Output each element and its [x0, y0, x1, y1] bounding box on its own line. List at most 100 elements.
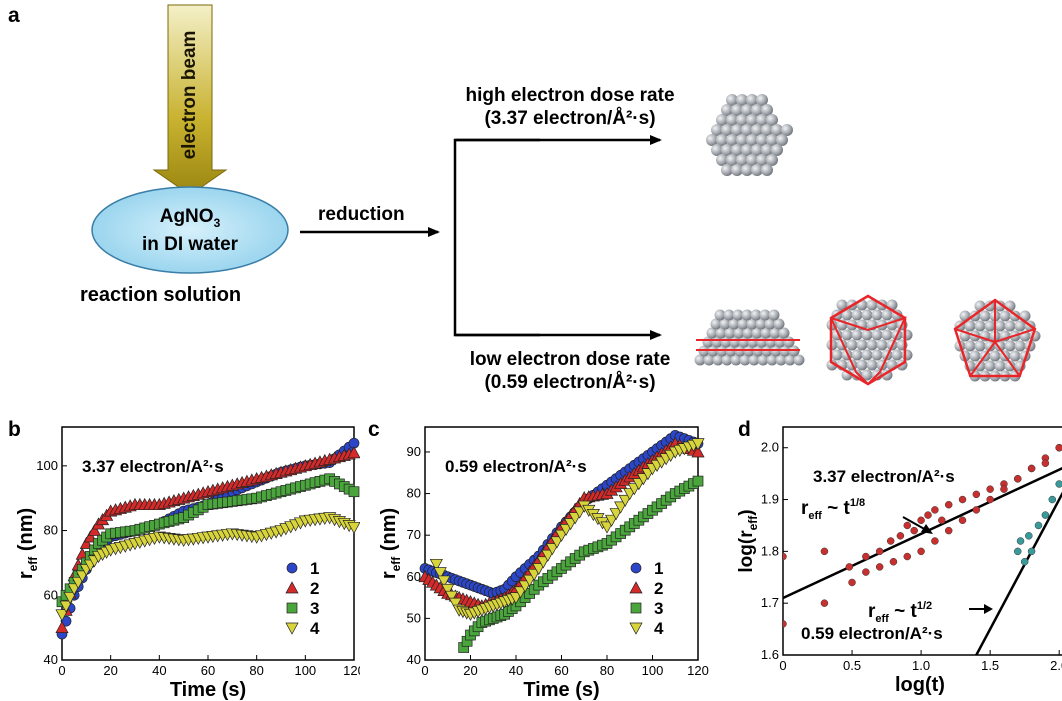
- atom: [871, 349, 883, 361]
- y-axis-label: reff (nm): [15, 508, 40, 579]
- data-point: [903, 552, 912, 561]
- x-tick-label: 100: [294, 663, 316, 678]
- atom: [751, 144, 763, 156]
- data-point: [285, 581, 299, 594]
- plot-frame: [782, 426, 1062, 656]
- atom: [901, 349, 913, 361]
- atom: [751, 327, 763, 339]
- data-point: [629, 581, 643, 594]
- atom: [761, 164, 773, 176]
- atom: [771, 144, 783, 156]
- data-point: [630, 562, 642, 574]
- data-point: [441, 583, 455, 596]
- data-point: [862, 552, 870, 561]
- atom: [728, 318, 740, 330]
- data-point: [550, 536, 564, 549]
- data-point: [917, 516, 925, 525]
- atom: [711, 124, 723, 136]
- y-axis-label-unit: (nm): [15, 508, 37, 557]
- data-point: [944, 526, 953, 535]
- solution-label: AgNO3 in DI water: [120, 206, 260, 256]
- atom: [831, 349, 843, 361]
- atom: [846, 339, 858, 351]
- legend-label: 2: [654, 579, 663, 598]
- y-tick-label: 80: [407, 486, 421, 501]
- atom: [984, 320, 996, 332]
- data-point: [783, 620, 787, 628]
- chart-d: 0 0.5 1.0 1.5 2.0 1.6 1.7 1.8 1.9 2.0 log(t) log(re…: [736, 426, 1062, 696]
- data-point: [541, 549, 555, 562]
- atom: [756, 134, 768, 146]
- atom: [856, 339, 868, 351]
- fit-label-bottom: reff ~ t1/2: [868, 600, 932, 625]
- atom: [851, 349, 863, 361]
- reduction-label: reduction: [318, 204, 405, 225]
- x-tick-label: 40: [152, 663, 166, 678]
- data-point: [958, 516, 967, 525]
- atom: [881, 329, 893, 341]
- data-point: [944, 500, 953, 509]
- data-point: [986, 485, 994, 493]
- data-point: [1020, 557, 1029, 566]
- y-tick-label: 1.8: [761, 543, 779, 558]
- data-point: [286, 602, 298, 614]
- dose-rate-annotation: 0.59 electron/A²·s: [801, 624, 943, 643]
- electron-beam-arrow: [152, 4, 228, 196]
- atom: [974, 340, 986, 352]
- panel-d-letter: d: [738, 418, 751, 441]
- data-point: [875, 547, 884, 556]
- atom: [731, 104, 743, 116]
- data-point: [903, 521, 912, 530]
- data-point: [1014, 475, 1022, 483]
- atom: [1014, 340, 1026, 352]
- atom: [712, 354, 724, 366]
- data-point: [444, 590, 459, 603]
- atom: [979, 310, 991, 322]
- atom: [841, 309, 853, 321]
- atom: [751, 124, 763, 136]
- atom: [768, 309, 780, 321]
- atom: [866, 339, 878, 351]
- data-point: [986, 495, 994, 504]
- reaction-solution-caption: reaction solution: [80, 284, 242, 306]
- atom: [741, 309, 753, 321]
- y-tick-label: 80: [44, 523, 58, 538]
- atom: [994, 300, 1006, 312]
- x-tick-label: 40: [509, 663, 523, 678]
- reaction-solution-ellipse: [91, 186, 289, 274]
- atom: [771, 124, 783, 136]
- solution-line2: in DI water: [141, 233, 239, 255]
- decahedron-edge: [954, 328, 996, 343]
- atom: [999, 310, 1011, 322]
- y-tick-label: 60: [44, 587, 58, 602]
- atom: [984, 360, 996, 372]
- atom: [861, 369, 873, 381]
- data-point: [347, 521, 360, 535]
- atom: [784, 354, 796, 366]
- high-dose-line1: high electron dose rate: [465, 85, 675, 106]
- x-tick-label: 1.5: [981, 658, 999, 673]
- decahedron-edge: [994, 328, 1036, 343]
- atom: [741, 104, 753, 116]
- data-point: [429, 558, 443, 572]
- data-point: [1027, 464, 1036, 473]
- atom: [901, 329, 913, 341]
- x-axis-label: Time (s): [170, 679, 246, 701]
- data-point: [692, 475, 704, 487]
- atom: [723, 309, 735, 321]
- x-tick-label: 20: [463, 663, 477, 678]
- atom: [826, 359, 838, 371]
- low-dose-line1: low electron dose rate: [469, 349, 671, 370]
- beam-label: electron beam: [179, 30, 200, 160]
- atom: [716, 154, 728, 166]
- y-tick-label: 70: [407, 527, 421, 542]
- data-point: [55, 620, 69, 633]
- atom: [766, 134, 778, 146]
- atom: [721, 104, 733, 116]
- atom: [994, 320, 1006, 332]
- data-point: [931, 506, 939, 514]
- atom: [881, 309, 893, 321]
- data-point: [972, 490, 981, 499]
- x-tick-label: 80: [249, 663, 263, 678]
- data-point: [532, 563, 546, 576]
